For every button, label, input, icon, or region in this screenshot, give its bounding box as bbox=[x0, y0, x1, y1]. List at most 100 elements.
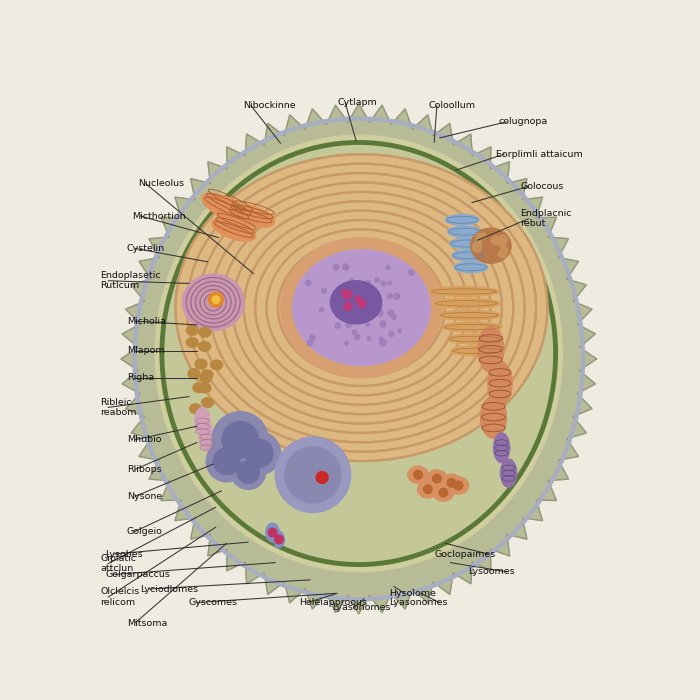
Ellipse shape bbox=[199, 383, 211, 393]
Circle shape bbox=[374, 277, 379, 282]
Circle shape bbox=[344, 302, 352, 310]
Ellipse shape bbox=[494, 433, 510, 463]
Text: Lyasonomes: Lyasonomes bbox=[389, 598, 448, 607]
Text: colugnopa: colugnopa bbox=[499, 117, 548, 126]
Ellipse shape bbox=[433, 298, 500, 308]
Ellipse shape bbox=[197, 410, 209, 419]
Circle shape bbox=[377, 310, 383, 316]
Circle shape bbox=[245, 439, 273, 467]
Ellipse shape bbox=[195, 359, 207, 369]
Ellipse shape bbox=[182, 274, 244, 330]
Ellipse shape bbox=[448, 226, 481, 237]
Ellipse shape bbox=[452, 250, 485, 261]
Ellipse shape bbox=[228, 205, 274, 228]
Ellipse shape bbox=[199, 328, 211, 337]
Text: Eorplimli attaicum: Eorplimli attaicum bbox=[496, 150, 583, 159]
Ellipse shape bbox=[199, 342, 211, 351]
Text: Holeiapproous: Holeiapproous bbox=[300, 598, 368, 607]
Text: Giplatic
attclun: Giplatic attclun bbox=[100, 554, 136, 573]
Circle shape bbox=[379, 340, 386, 346]
Ellipse shape bbox=[330, 281, 382, 324]
Ellipse shape bbox=[427, 470, 447, 487]
Circle shape bbox=[394, 293, 400, 299]
Circle shape bbox=[474, 241, 480, 248]
Ellipse shape bbox=[450, 238, 483, 249]
Circle shape bbox=[237, 432, 281, 475]
Circle shape bbox=[349, 279, 354, 283]
Circle shape bbox=[388, 281, 391, 285]
Ellipse shape bbox=[199, 373, 211, 383]
Circle shape bbox=[353, 316, 359, 322]
Circle shape bbox=[346, 309, 349, 312]
Ellipse shape bbox=[417, 481, 438, 498]
Text: Micthortion: Micthortion bbox=[132, 211, 186, 220]
Text: Lysoomes: Lysoomes bbox=[468, 567, 515, 576]
Ellipse shape bbox=[281, 237, 442, 378]
Circle shape bbox=[268, 528, 277, 537]
Circle shape bbox=[367, 337, 371, 341]
Circle shape bbox=[275, 437, 351, 512]
Text: Nibockinne: Nibockinne bbox=[243, 101, 295, 110]
Text: Lysobes: Lysobes bbox=[106, 550, 143, 559]
Circle shape bbox=[388, 310, 394, 316]
Text: Olclelcis
relicom: Olclelcis relicom bbox=[100, 587, 139, 607]
Ellipse shape bbox=[155, 135, 562, 572]
Ellipse shape bbox=[266, 523, 279, 542]
Text: Ribleic
reabom: Ribleic reabom bbox=[100, 398, 136, 417]
Circle shape bbox=[212, 412, 268, 468]
Ellipse shape bbox=[488, 362, 512, 405]
Circle shape bbox=[424, 485, 432, 494]
Circle shape bbox=[330, 301, 334, 304]
Circle shape bbox=[352, 330, 357, 335]
Ellipse shape bbox=[212, 218, 256, 241]
Circle shape bbox=[398, 329, 401, 332]
Circle shape bbox=[346, 322, 351, 328]
Ellipse shape bbox=[211, 360, 223, 370]
Text: Rlibops: Rlibops bbox=[127, 465, 162, 474]
Text: Golgarpaccus: Golgarpaccus bbox=[106, 570, 170, 579]
Ellipse shape bbox=[195, 407, 210, 434]
Circle shape bbox=[356, 296, 361, 302]
Ellipse shape bbox=[199, 424, 214, 451]
Ellipse shape bbox=[293, 250, 430, 365]
Circle shape bbox=[500, 242, 505, 248]
Text: Mlapom: Mlapom bbox=[127, 346, 164, 356]
Ellipse shape bbox=[451, 346, 503, 356]
Ellipse shape bbox=[470, 228, 511, 263]
Circle shape bbox=[476, 233, 482, 239]
Circle shape bbox=[496, 239, 502, 245]
Text: Goclopaimes: Goclopaimes bbox=[435, 550, 496, 559]
Circle shape bbox=[358, 300, 365, 307]
Text: Hysolome: Hysolome bbox=[389, 589, 436, 598]
Circle shape bbox=[476, 237, 482, 243]
Circle shape bbox=[222, 421, 258, 458]
Circle shape bbox=[307, 340, 313, 346]
Text: Nysone: Nysone bbox=[127, 492, 162, 500]
Ellipse shape bbox=[441, 474, 462, 491]
Circle shape bbox=[382, 281, 386, 286]
Circle shape bbox=[439, 489, 448, 497]
Circle shape bbox=[274, 535, 284, 544]
Circle shape bbox=[342, 290, 349, 298]
Ellipse shape bbox=[478, 326, 504, 372]
Circle shape bbox=[380, 321, 386, 327]
Ellipse shape bbox=[202, 398, 214, 407]
Circle shape bbox=[365, 281, 370, 286]
Text: Cystelin: Cystelin bbox=[127, 244, 165, 253]
Circle shape bbox=[343, 290, 351, 299]
Circle shape bbox=[473, 242, 482, 252]
Text: Righa: Righa bbox=[127, 373, 154, 382]
Circle shape bbox=[321, 288, 326, 293]
Circle shape bbox=[355, 335, 360, 339]
Ellipse shape bbox=[454, 262, 488, 273]
Circle shape bbox=[309, 335, 315, 340]
Ellipse shape bbox=[433, 484, 454, 501]
Ellipse shape bbox=[481, 396, 506, 438]
Circle shape bbox=[379, 337, 383, 341]
Circle shape bbox=[501, 247, 508, 254]
Ellipse shape bbox=[188, 369, 199, 379]
Ellipse shape bbox=[193, 383, 205, 393]
Circle shape bbox=[316, 472, 328, 484]
Text: Micholia: Micholia bbox=[127, 316, 166, 326]
Circle shape bbox=[320, 308, 323, 312]
